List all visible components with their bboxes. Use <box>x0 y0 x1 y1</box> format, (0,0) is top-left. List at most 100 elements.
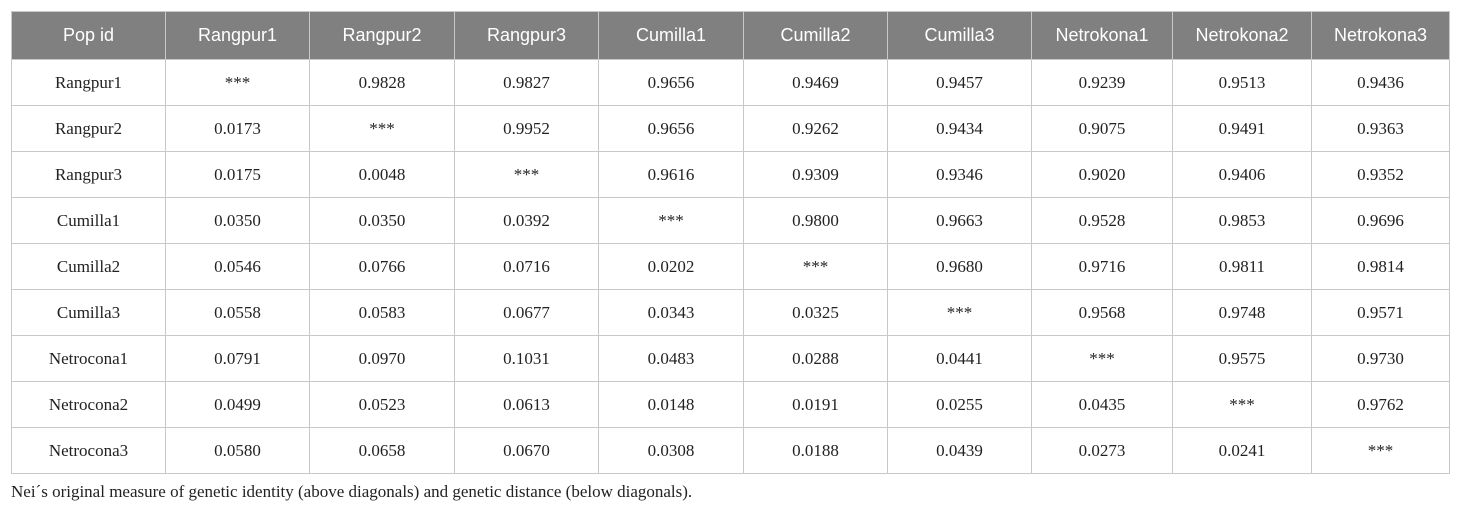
table-cell: 0.9656 <box>598 105 744 152</box>
table-cell: 0.0766 <box>309 243 455 290</box>
table-cell: 0.9853 <box>1172 197 1312 244</box>
table-row: Rangpur1 *** 0.9828 0.9827 0.9656 0.9469 0.945… <box>11 59 1450 106</box>
table-cell: *** <box>1311 427 1450 474</box>
table-cell: 0.0523 <box>309 381 455 428</box>
table-cell: 0.9020 <box>1031 151 1173 198</box>
table-cell: 0.0343 <box>598 289 744 336</box>
table-cell: 0.9716 <box>1031 243 1173 290</box>
table-row: Netrocona2 0.0499 0.0523 0.0613 0.0148 0.0191… <box>11 381 1450 428</box>
table-cell: *** <box>309 105 455 152</box>
table-cell: 0.9346 <box>887 151 1032 198</box>
table-row: Rangpur2 0.0173 *** 0.9952 0.9656 0.9262 0.943… <box>11 105 1450 152</box>
table-cell: 0.9309 <box>743 151 888 198</box>
table-cell: 0.9457 <box>887 59 1032 106</box>
table-row: Cumilla1 0.0350 0.0350 0.0392 *** 0.9800 0.966… <box>11 197 1450 244</box>
header-cell: Netrokona3 <box>1311 11 1450 60</box>
table-cell: 0.0435 <box>1031 381 1173 428</box>
header-cell: Cumilla3 <box>887 11 1032 60</box>
header-cell: Rangpur3 <box>454 11 599 60</box>
table-cell: *** <box>454 151 599 198</box>
header-cell: Netrokona1 <box>1031 11 1173 60</box>
table-cell: 0.9528 <box>1031 197 1173 244</box>
header-cell: Rangpur2 <box>309 11 455 60</box>
table-cell: 0.9616 <box>598 151 744 198</box>
row-label: Netrocona1 <box>11 335 166 382</box>
table-cell: *** <box>743 243 888 290</box>
table-cell: 0.9406 <box>1172 151 1312 198</box>
table-cell: 0.0255 <box>887 381 1032 428</box>
table-cell: 0.0658 <box>309 427 455 474</box>
header-cell: Netrokona2 <box>1172 11 1312 60</box>
table-cell: 0.0173 <box>165 105 310 152</box>
table-cell: 0.9434 <box>887 105 1032 152</box>
table-cell: 0.9075 <box>1031 105 1173 152</box>
table-cell: 0.0483 <box>598 335 744 382</box>
row-label: Rangpur1 <box>11 59 166 106</box>
row-label: Cumilla3 <box>11 289 166 336</box>
table-cell: *** <box>1031 335 1173 382</box>
table-cell: 0.0613 <box>454 381 599 428</box>
table-cell: 0.9800 <box>743 197 888 244</box>
table-row: Rangpur3 0.0175 0.0048 *** 0.9616 0.9309 0.934… <box>11 151 1450 198</box>
table-cell: 0.9814 <box>1311 243 1450 290</box>
table-cell: 0.9491 <box>1172 105 1312 152</box>
table-cell: 0.9730 <box>1311 335 1450 382</box>
header-cell: Cumilla1 <box>598 11 744 60</box>
table-row: Cumilla2 0.0546 0.0766 0.0716 0.0202 *** 0.968… <box>11 243 1450 290</box>
table-cell: 0.0439 <box>887 427 1032 474</box>
header-cell: Cumilla2 <box>743 11 888 60</box>
table-cell: *** <box>598 197 744 244</box>
table-cell: 0.9748 <box>1172 289 1312 336</box>
table-cell: 0.0583 <box>309 289 455 336</box>
table-cell: 0.0273 <box>1031 427 1173 474</box>
table-cell: 0.9575 <box>1172 335 1312 382</box>
table-cell: 0.0791 <box>165 335 310 382</box>
table-cell: 0.0288 <box>743 335 888 382</box>
row-label: Cumilla1 <box>11 197 166 244</box>
caption: Nei´s original measure of genetic identi… <box>11 482 693 501</box>
table-cell: 0.0580 <box>165 427 310 474</box>
table-cell: 0.9952 <box>454 105 599 152</box>
header-cell: Rangpur1 <box>165 11 310 60</box>
table-cell: 0.0241 <box>1172 427 1312 474</box>
header-row: Pop id Rangpur1 Rangpur2 Rangpur3 Cumilla1 Cu… <box>11 11 1450 60</box>
table-cell: 0.9568 <box>1031 289 1173 336</box>
table-cell: 0.9513 <box>1172 59 1312 106</box>
table-row: Cumilla3 0.0558 0.0583 0.0677 0.0343 0.0325 **… <box>11 289 1450 336</box>
table-cell: 0.0670 <box>454 427 599 474</box>
row-label: Rangpur3 <box>11 151 166 198</box>
table-cell: 0.9571 <box>1311 289 1450 336</box>
row-label: Rangpur2 <box>11 105 166 152</box>
table-cell: *** <box>1172 381 1312 428</box>
table-cell: 0.9828 <box>309 59 455 106</box>
table-cell: 0.0188 <box>743 427 888 474</box>
table-cell: 0.0350 <box>165 197 310 244</box>
table-cell: 0.0392 <box>454 197 599 244</box>
table-cell: 0.0677 <box>454 289 599 336</box>
table-cell: 0.1031 <box>454 335 599 382</box>
table-cell: 0.9656 <box>598 59 744 106</box>
table-cell: 0.0175 <box>165 151 310 198</box>
table-cell: 0.9762 <box>1311 381 1450 428</box>
table-cell: 0.0970 <box>309 335 455 382</box>
table-cell: 0.9436 <box>1311 59 1450 106</box>
table-cell: 0.9663 <box>887 197 1032 244</box>
row-label: Netrocona3 <box>11 427 166 474</box>
table-cell: 0.0350 <box>309 197 455 244</box>
table-cell: 0.0308 <box>598 427 744 474</box>
table-cell: 0.9696 <box>1311 197 1450 244</box>
table-cell: 0.0546 <box>165 243 310 290</box>
table-cell: 0.9469 <box>743 59 888 106</box>
table-cell: 0.0202 <box>598 243 744 290</box>
table-body: Rangpur1 *** 0.9828 0.9827 0.9656 0.9469 0.945… <box>11 59 1450 474</box>
table-cell: 0.9352 <box>1311 151 1450 198</box>
table-cell: 0.0441 <box>887 335 1032 382</box>
table-cell: *** <box>165 59 310 106</box>
table-cell: 0.0148 <box>598 381 744 428</box>
header-cell: Pop id <box>11 11 166 60</box>
table-cell: 0.9363 <box>1311 105 1450 152</box>
table-cell: 0.9239 <box>1031 59 1173 106</box>
table-cell: 0.9262 <box>743 105 888 152</box>
table-cell: 0.0499 <box>165 381 310 428</box>
table-cell: 0.9811 <box>1172 243 1312 290</box>
